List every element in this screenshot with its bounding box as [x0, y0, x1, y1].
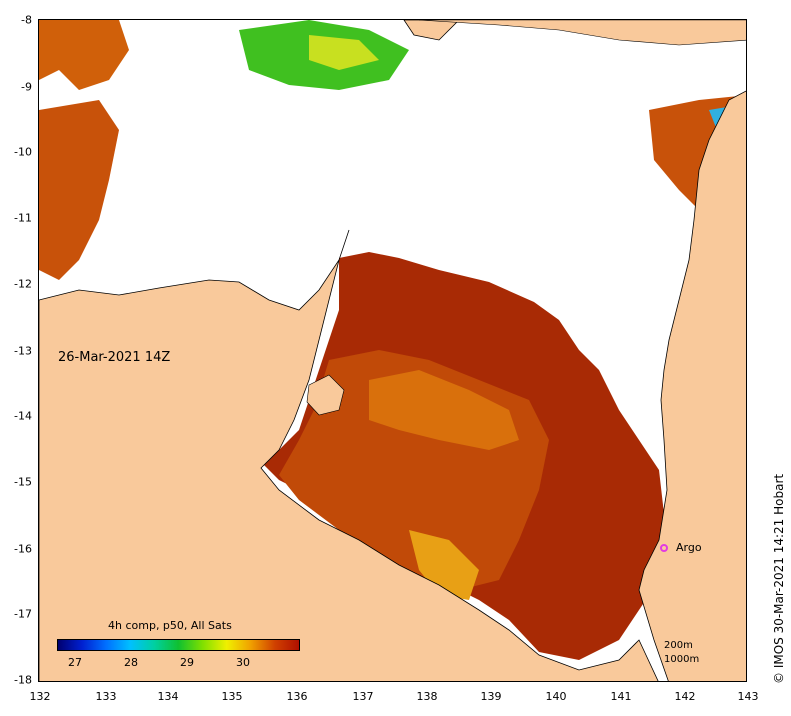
y-tick: -15 [14, 475, 32, 489]
map-timestamp: 26-Mar-2021 14Z [58, 350, 171, 365]
island-groote [306, 374, 345, 416]
x-tick: 133 [95, 690, 117, 703]
x-tick: 140 [545, 690, 567, 703]
land-cape-york [404, 20, 746, 681]
credit-text: © IMOS 30-Mar-2021 14:21 Hobart [772, 473, 786, 684]
argo-float-icon [660, 544, 668, 552]
contour-label: 200m [664, 640, 693, 651]
colorbar-tick: 28 [124, 656, 138, 669]
colorbar-tick: 30 [236, 656, 250, 669]
y-tick: -16 [14, 542, 32, 556]
x-tick: 142 [674, 690, 696, 703]
x-tick: 132 [29, 690, 51, 703]
sst-colorbar [57, 639, 300, 651]
argo-label: Argo [676, 541, 702, 554]
y-tick: -14 [14, 409, 32, 423]
y-tick: -10 [14, 145, 32, 159]
x-tick: 143 [737, 690, 759, 703]
sst-yellow-region [409, 530, 479, 600]
y-tick: -17 [14, 607, 32, 621]
y-tick: -11 [14, 211, 32, 225]
x-tick: 141 [610, 690, 632, 703]
y-tick: -13 [14, 344, 32, 358]
contour-label: 1000m [664, 654, 700, 665]
x-tick: 139 [480, 690, 502, 703]
legend-title: 4h comp, p50, All Sats [108, 619, 232, 632]
sst-north-patches [39, 20, 129, 90]
y-tick: -9 [21, 80, 32, 94]
land-cape-york-top [403, 20, 460, 41]
colorbar-tick: 27 [68, 656, 82, 669]
sst-map [39, 20, 746, 681]
x-tick: 134 [157, 690, 179, 703]
x-tick: 136 [286, 690, 308, 703]
y-tick: -12 [14, 277, 32, 291]
y-tick: -18 [14, 673, 32, 687]
land-png [418, 20, 746, 46]
x-tick: 138 [416, 690, 438, 703]
sst-orange-region [369, 370, 519, 450]
sst-yellow-north [309, 35, 379, 70]
land-arnhem [39, 229, 659, 681]
map-frame [38, 19, 747, 682]
x-tick: 137 [352, 690, 374, 703]
x-tick: 135 [221, 690, 243, 703]
y-tick: -8 [21, 13, 32, 27]
sst-west-patches [39, 100, 119, 280]
colorbar-tick: 29 [180, 656, 194, 669]
